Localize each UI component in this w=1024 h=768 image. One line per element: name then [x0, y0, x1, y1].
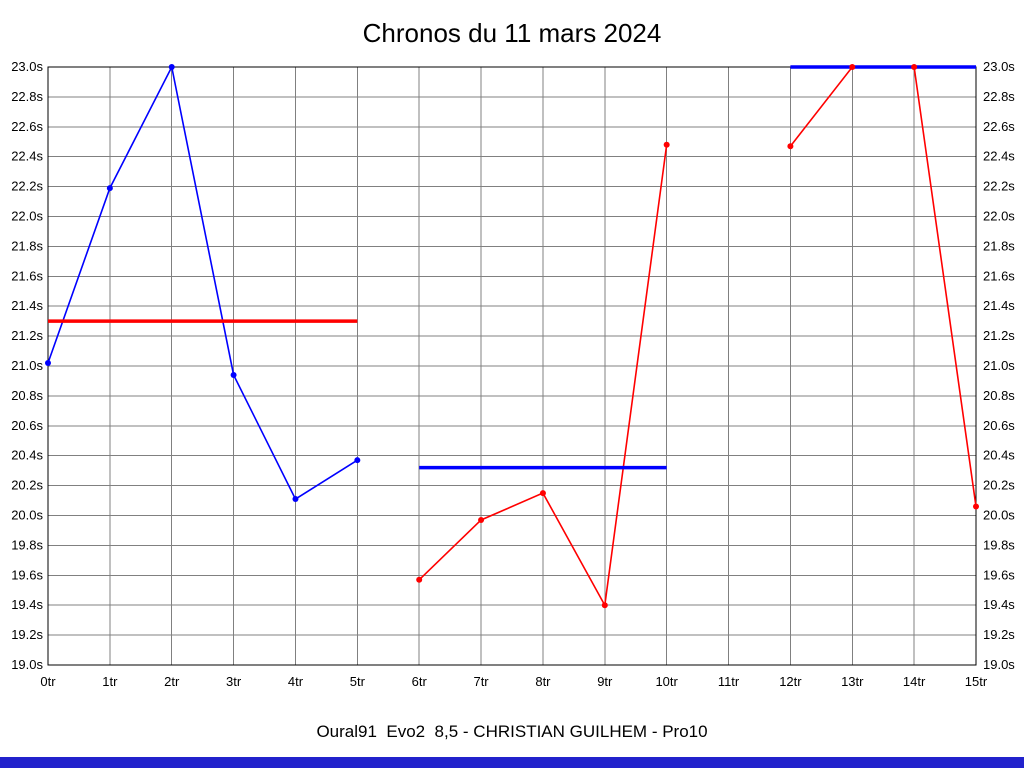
- x-axis-label: 5tr: [350, 674, 366, 689]
- x-axis-label: 1tr: [102, 674, 118, 689]
- y-axis-label-right: 20.2s: [983, 478, 1015, 493]
- y-axis-label-left: 20.0s: [11, 508, 43, 523]
- y-axis-label-right: 21.0s: [983, 358, 1015, 373]
- x-axis-label: 9tr: [597, 674, 613, 689]
- y-axis-label-left: 19.8s: [11, 537, 43, 552]
- y-axis-label-left: 22.6s: [11, 119, 43, 134]
- axis-labels: 19.0s 19.0s 19.2s 19.2s 19.4s 19.4s 19.6s 19.6s…: [11, 59, 1015, 689]
- heat-3-laps-point: [849, 64, 856, 70]
- y-axis-label-right: 20.6s: [983, 418, 1015, 433]
- y-axis-label-left: 21.2s: [11, 328, 43, 343]
- series-lines: [47, 64, 977, 608]
- y-axis-label-left: 23.0s: [11, 59, 43, 74]
- y-axis-label-left: 22.2s: [11, 179, 43, 194]
- x-axis-label: 0tr: [40, 674, 56, 689]
- x-axis-label: 13tr: [841, 674, 864, 689]
- x-axis-label: 7tr: [473, 674, 489, 689]
- x-axis-label: 14tr: [903, 674, 926, 689]
- y-axis-label-left: 21.0s: [11, 358, 43, 373]
- x-axis-label: 15tr: [965, 674, 988, 689]
- y-axis-label-left: 20.8s: [11, 388, 43, 403]
- y-axis-label-left: 19.2s: [11, 627, 43, 642]
- heat-1-laps-point: [354, 457, 361, 464]
- x-axis-label: 6tr: [412, 674, 428, 689]
- heat-3-laps-point: [911, 64, 918, 70]
- chart-title: Chronos du 11 mars 2024: [362, 18, 662, 48]
- heat-2-laps-point: [601, 602, 608, 609]
- y-axis-label-right: 23.0s: [983, 59, 1015, 74]
- y-axis-label-right: 20.0s: [983, 508, 1015, 523]
- y-axis-label-right: 19.0s: [983, 657, 1015, 672]
- y-axis-label-left: 22.4s: [11, 149, 43, 164]
- y-axis-label-right: 22.4s: [983, 149, 1015, 164]
- heat-2-laps-point: [663, 141, 670, 148]
- heat-1-laps-point: [106, 185, 113, 192]
- grid: [47, 66, 977, 666]
- y-axis-label-right: 19.2s: [983, 627, 1015, 642]
- heat-3-laps-point: [787, 143, 794, 150]
- y-axis-label-right: 20.8s: [983, 388, 1015, 403]
- x-axis-label: 8tr: [535, 674, 551, 689]
- y-axis-label-left: 21.4s: [11, 298, 43, 313]
- y-axis-label-right: 19.8s: [983, 537, 1015, 552]
- y-axis-label-right: 21.2s: [983, 328, 1015, 343]
- heat-2-laps-point: [478, 516, 485, 523]
- y-axis-label-left: 19.4s: [11, 597, 43, 612]
- y-axis-label-right: 22.6s: [983, 119, 1015, 134]
- y-axis-label-left: 19.6s: [11, 567, 43, 582]
- y-axis-label-right: 19.4s: [983, 597, 1015, 612]
- y-axis-label-right: 19.6s: [983, 567, 1015, 582]
- heat-1-laps-point: [45, 360, 51, 367]
- bottom-blue-bar: [0, 757, 1024, 768]
- y-axis-label-left: 20.6s: [11, 418, 43, 433]
- series-heat-3-laps-line: [789, 66, 977, 507]
- heat-2-laps-point: [416, 576, 423, 583]
- y-axis-label-left: 21.6s: [11, 268, 43, 283]
- x-axis-label: 4tr: [288, 674, 304, 689]
- series-heat-1-laps-line: [47, 64, 358, 501]
- y-axis-label-right: 20.4s: [983, 448, 1015, 463]
- series-points: [45, 64, 979, 609]
- y-axis-label-right: 22.0s: [983, 209, 1015, 224]
- heat-1-laps-point: [230, 371, 237, 378]
- y-axis-label-left: 22.8s: [11, 89, 43, 104]
- heat-3-laps-point: [973, 503, 979, 510]
- x-axis-label: 11tr: [718, 674, 740, 689]
- x-axis-label: 2tr: [164, 674, 180, 689]
- y-axis-label-left: 21.8s: [11, 238, 43, 253]
- y-axis-label-right: 21.8s: [983, 238, 1015, 253]
- y-axis-label-left: 19.0s: [11, 657, 43, 672]
- y-axis-label-right: 22.8s: [983, 89, 1015, 104]
- y-axis-label-left: 20.2s: [11, 478, 43, 493]
- y-axis-label-right: 22.2s: [983, 179, 1015, 194]
- y-axis-label-right: 21.6s: [983, 268, 1015, 283]
- y-axis-label-left: 22.0s: [11, 209, 43, 224]
- heat-1-laps-point: [292, 496, 299, 503]
- x-axis-label: 12tr: [779, 674, 802, 689]
- heat-2-laps-point: [539, 490, 546, 497]
- chart-caption: Oural91 Evo2 8,5 - CHRISTIAN GUILHEM - P…: [316, 722, 708, 741]
- x-axis-label: 10tr: [655, 674, 678, 689]
- heat-1-laps-point: [168, 64, 175, 70]
- y-axis-label-right: 21.4s: [983, 298, 1015, 313]
- x-axis-label: 3tr: [226, 674, 242, 689]
- y-axis-label-left: 20.4s: [11, 448, 43, 463]
